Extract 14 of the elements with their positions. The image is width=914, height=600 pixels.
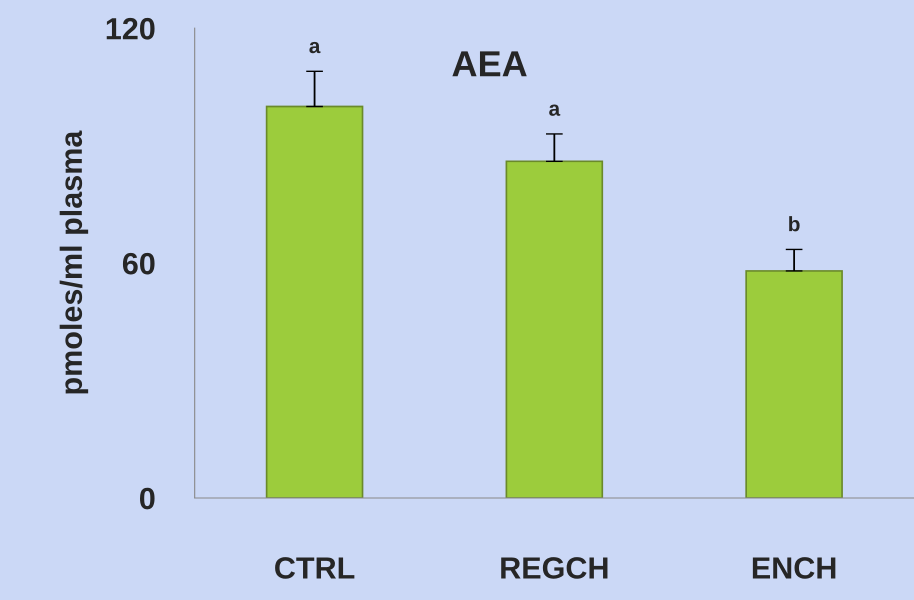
y-tick-label: 0 <box>140 488 155 510</box>
y-tick-label: 60 <box>122 252 155 274</box>
annotation: a <box>549 104 560 116</box>
x-tick-label: CTRL <box>275 557 354 579</box>
chart-title: AEA <box>452 51 527 76</box>
annotation: b <box>789 216 800 232</box>
annotation: a <box>309 42 320 54</box>
bar <box>506 160 604 498</box>
x-tick-label: ENCH <box>752 557 836 579</box>
bar <box>266 106 364 498</box>
y-tick-label: 120 <box>106 18 155 40</box>
x-tick-label: REGCH <box>501 557 608 579</box>
bar <box>745 270 843 498</box>
y-axis-title: pmoles/ml plasma <box>60 130 88 394</box>
